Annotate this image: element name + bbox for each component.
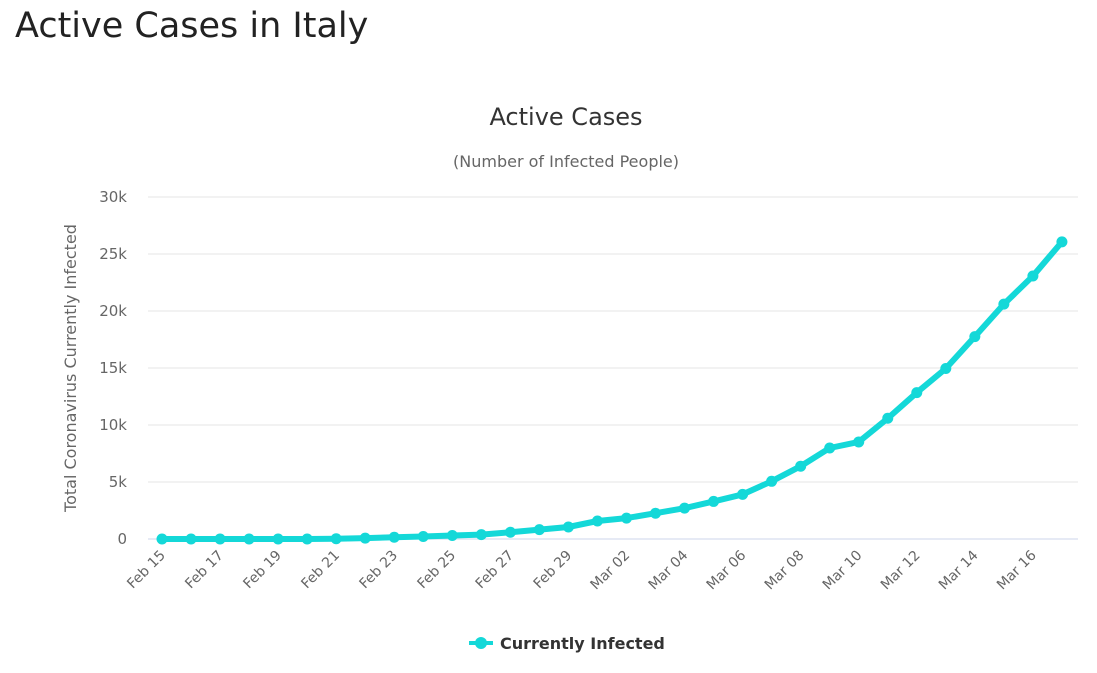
y-tick-label: 10k [99, 416, 127, 434]
x-axis-ticks: Feb 15 Feb 17 Feb 19 Feb 21 Feb 23 Feb 25 Feb … [124, 547, 1040, 593]
y-tick-label: 20k [99, 302, 127, 320]
x-tick-label: Feb 17 [182, 548, 227, 593]
x-tick-label: Mar 02 [588, 548, 634, 594]
data-point[interactable] [795, 460, 807, 472]
data-point[interactable] [620, 512, 632, 524]
series-line [159, 238, 1065, 542]
x-tick-label: Feb 29 [531, 548, 576, 593]
data-point[interactable] [911, 387, 923, 399]
data-point[interactable] [243, 533, 255, 545]
gridlines [148, 196, 1078, 540]
data-point[interactable] [504, 526, 516, 538]
data-point[interactable] [388, 531, 400, 543]
data-point[interactable] [1027, 270, 1039, 282]
x-tick-label: Mar 08 [762, 548, 808, 594]
data-point[interactable] [998, 298, 1010, 310]
x-tick-label: Mar 06 [704, 547, 750, 593]
data-point[interactable] [650, 507, 662, 519]
data-point[interactable] [562, 521, 574, 533]
data-point[interactable] [156, 533, 168, 545]
x-tick-label: Feb 21 [298, 548, 343, 593]
x-tick-label: Mar 04 [646, 547, 692, 593]
data-point[interactable] [882, 412, 894, 424]
y-tick-label: 25k [99, 245, 127, 263]
data-point[interactable] [737, 488, 749, 500]
data-point[interactable] [359, 532, 371, 544]
data-point[interactable] [969, 331, 981, 343]
x-tick-label: Feb 15 [124, 548, 169, 593]
data-point[interactable] [679, 502, 691, 514]
chart-title: Active Cases [489, 103, 642, 131]
legend[interactable]: Currently Infected [469, 634, 665, 653]
data-point[interactable] [475, 529, 487, 541]
data-point[interactable] [330, 533, 342, 545]
data-point[interactable] [853, 436, 865, 448]
series-group [156, 236, 1068, 545]
data-point[interactable] [824, 442, 836, 454]
y-tick-label: 0 [117, 530, 127, 548]
data-point[interactable] [533, 524, 545, 536]
x-tick-label: Feb 25 [415, 548, 460, 593]
x-tick-label: Feb 27 [473, 548, 518, 593]
data-point[interactable] [766, 475, 778, 487]
data-point[interactable] [708, 495, 720, 507]
page-title: Active Cases in Italy [15, 6, 369, 46]
y-axis-ticks: 0 5k 10k 15k 20k 25k 30k [99, 188, 127, 548]
x-tick-label: Feb 23 [356, 548, 401, 593]
x-tick-label: Mar 10 [820, 548, 866, 594]
data-point[interactable] [272, 533, 284, 545]
data-point[interactable] [446, 529, 458, 541]
y-tick-label: 5k [109, 473, 128, 491]
x-tick-label: Mar 14 [936, 547, 982, 593]
x-tick-label: Mar 16 [994, 547, 1040, 593]
data-point[interactable] [214, 533, 226, 545]
x-tick-label: Mar 12 [878, 548, 924, 594]
y-tick-label: 30k [99, 188, 127, 206]
data-point[interactable] [591, 515, 603, 527]
data-point[interactable] [301, 533, 313, 545]
data-point[interactable] [417, 530, 429, 542]
legend-label: Currently Infected [500, 634, 665, 653]
legend-swatch-marker [475, 637, 487, 649]
data-point[interactable] [1056, 236, 1068, 248]
data-point[interactable] [185, 533, 197, 545]
x-tick-label: Feb 19 [240, 548, 285, 593]
chart-subtitle: (Number of Infected People) [453, 152, 679, 171]
data-point[interactable] [940, 363, 952, 375]
y-tick-label: 15k [99, 359, 127, 377]
y-axis-label: Total Coronavirus Currently Infected [61, 224, 80, 513]
